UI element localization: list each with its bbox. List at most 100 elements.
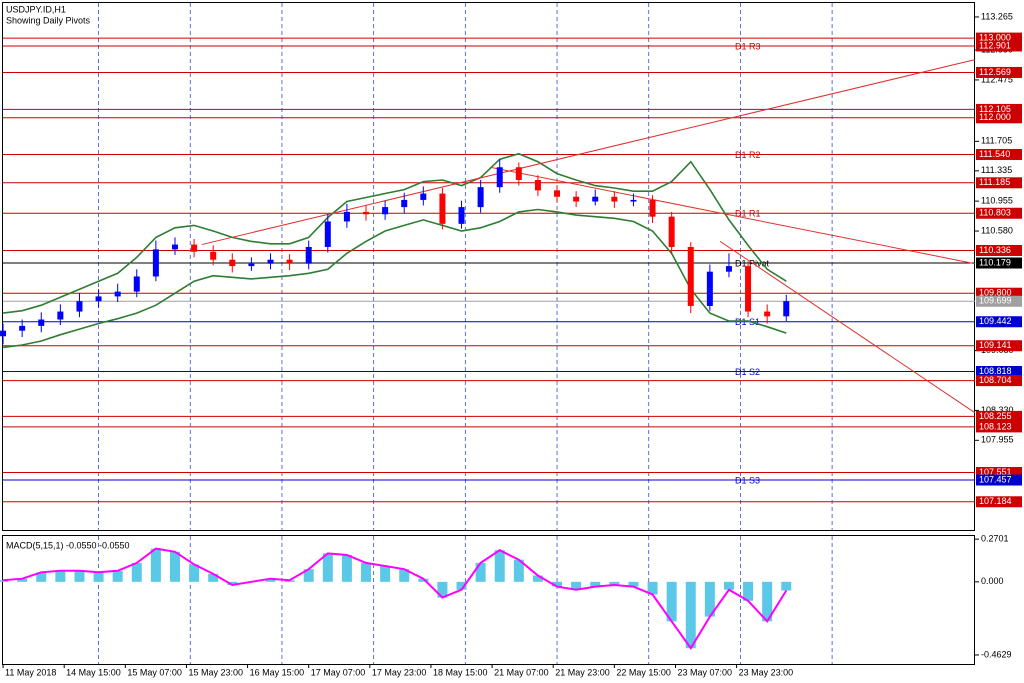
candle-body	[382, 207, 389, 215]
macd-bar	[494, 550, 505, 582]
pivot-label: D1 R1	[735, 209, 761, 219]
level-tag-label: 112.105	[979, 104, 1011, 114]
candle-body	[554, 190, 561, 197]
chart-title: USDJPY.ID,H1	[6, 4, 66, 14]
macd-bar	[743, 581, 754, 601]
level-tag-label: 110.803	[979, 208, 1011, 218]
x-tick-label: 17 May 23:00	[372, 667, 427, 677]
macd-bar	[341, 554, 352, 582]
candle-body	[38, 319, 45, 326]
candle-body	[57, 311, 64, 320]
candle-body	[687, 246, 694, 306]
candle-body	[324, 221, 331, 247]
macd-bar	[647, 581, 658, 595]
macd-bar	[399, 569, 410, 582]
x-tick-label: 15 May 23:00	[188, 667, 243, 677]
macd-bar	[265, 578, 276, 582]
y-tick-label: 0.2701	[981, 534, 1009, 544]
macd-bar	[17, 578, 28, 582]
macd-bar	[93, 572, 104, 582]
macd-bar	[322, 553, 333, 582]
candle-body	[764, 311, 771, 317]
macd-bar	[571, 581, 582, 590]
level-tag-label: 109.800	[979, 288, 1012, 298]
candle-body	[171, 244, 178, 250]
trend-line	[201, 59, 976, 246]
x-tick-label: 15 May 07:00	[127, 667, 182, 677]
macd-bar	[303, 569, 314, 582]
candle-body	[363, 211, 370, 215]
macd-frame	[2, 535, 975, 665]
trend-line	[490, 166, 976, 265]
candle-body	[19, 325, 26, 331]
y-tick-label: 110.955	[981, 195, 1013, 205]
candle-body	[286, 259, 293, 264]
level-tag-label: 108.818	[979, 366, 1012, 376]
x-tick-label: 23 May 07:00	[677, 667, 732, 677]
level-tag	[976, 103, 1022, 115]
level-tag-label: 109.442	[979, 316, 1012, 326]
macd-bar	[532, 575, 543, 582]
level-tag-label: 107.457	[979, 474, 1012, 484]
macd-bar	[208, 573, 219, 582]
x-tick-label: 21 May 07:00	[494, 667, 549, 677]
macd-title: MACD(5,15,1) -0.0550 -0.0550	[6, 540, 130, 550]
level-tag	[976, 366, 1022, 378]
macd-bar	[418, 578, 429, 582]
pivot-label: D1 R2	[735, 150, 761, 160]
macd-bar	[628, 581, 639, 587]
candle-body	[152, 249, 159, 277]
y-tick-label: 107.955	[981, 435, 1014, 445]
level-tag	[976, 410, 1022, 422]
candle-body	[114, 291, 121, 297]
macd-bar	[227, 581, 238, 585]
macd-bar	[131, 562, 142, 582]
pivot-label: D1 S3	[735, 475, 760, 485]
macd-bar	[74, 570, 85, 582]
level-tag-label: 108.255	[979, 411, 1012, 421]
candle-body	[267, 259, 274, 264]
level-tag	[976, 177, 1022, 189]
level-tag	[976, 148, 1022, 160]
candle-body	[783, 301, 790, 317]
y-tick-label: -0.4629	[981, 649, 1012, 659]
candle-body	[229, 259, 236, 267]
candle-body	[401, 199, 408, 208]
macd-bar	[685, 581, 696, 649]
candle-body	[477, 187, 484, 208]
macd-bar	[380, 566, 391, 582]
level-tag	[976, 257, 1022, 269]
macd-bar	[437, 581, 448, 598]
level-tag-label: 111.540	[979, 149, 1010, 159]
macd-bar	[590, 581, 601, 587]
level-tag	[976, 207, 1022, 219]
level-tag-label: 109.699	[979, 296, 1012, 306]
macd-bar	[723, 581, 734, 590]
candle-body	[210, 251, 217, 260]
trend-line	[719, 240, 976, 414]
macd-bar	[513, 559, 524, 582]
level-tag	[976, 316, 1022, 328]
x-tick-label: 17 May 07:00	[311, 667, 366, 677]
level-tag-label: 108.123	[979, 421, 1012, 431]
candle-body	[611, 196, 618, 202]
candle-body	[725, 266, 732, 272]
candle-body	[0, 330, 7, 337]
y-tick-label: 0.000	[981, 576, 1004, 586]
y-tick-label: 111.335	[981, 165, 1012, 175]
level-tag	[976, 375, 1022, 387]
level-tag-label: 110.336	[979, 245, 1011, 255]
level-tag	[976, 340, 1022, 352]
level-tag-label: 112.000	[979, 112, 1011, 122]
candle-body	[592, 196, 599, 202]
band-line	[3, 208, 787, 349]
x-tick-label: 16 May 15:00	[250, 667, 305, 677]
pivot-label: D1 R3	[735, 41, 761, 51]
macd-bar	[361, 562, 372, 582]
y-tick-label: 113.265	[981, 11, 1013, 21]
level-tag-label: 107.551	[979, 467, 1012, 477]
candle-body	[95, 296, 102, 302]
candle-body	[248, 263, 255, 267]
level-tag-label: 107.184	[979, 496, 1012, 506]
